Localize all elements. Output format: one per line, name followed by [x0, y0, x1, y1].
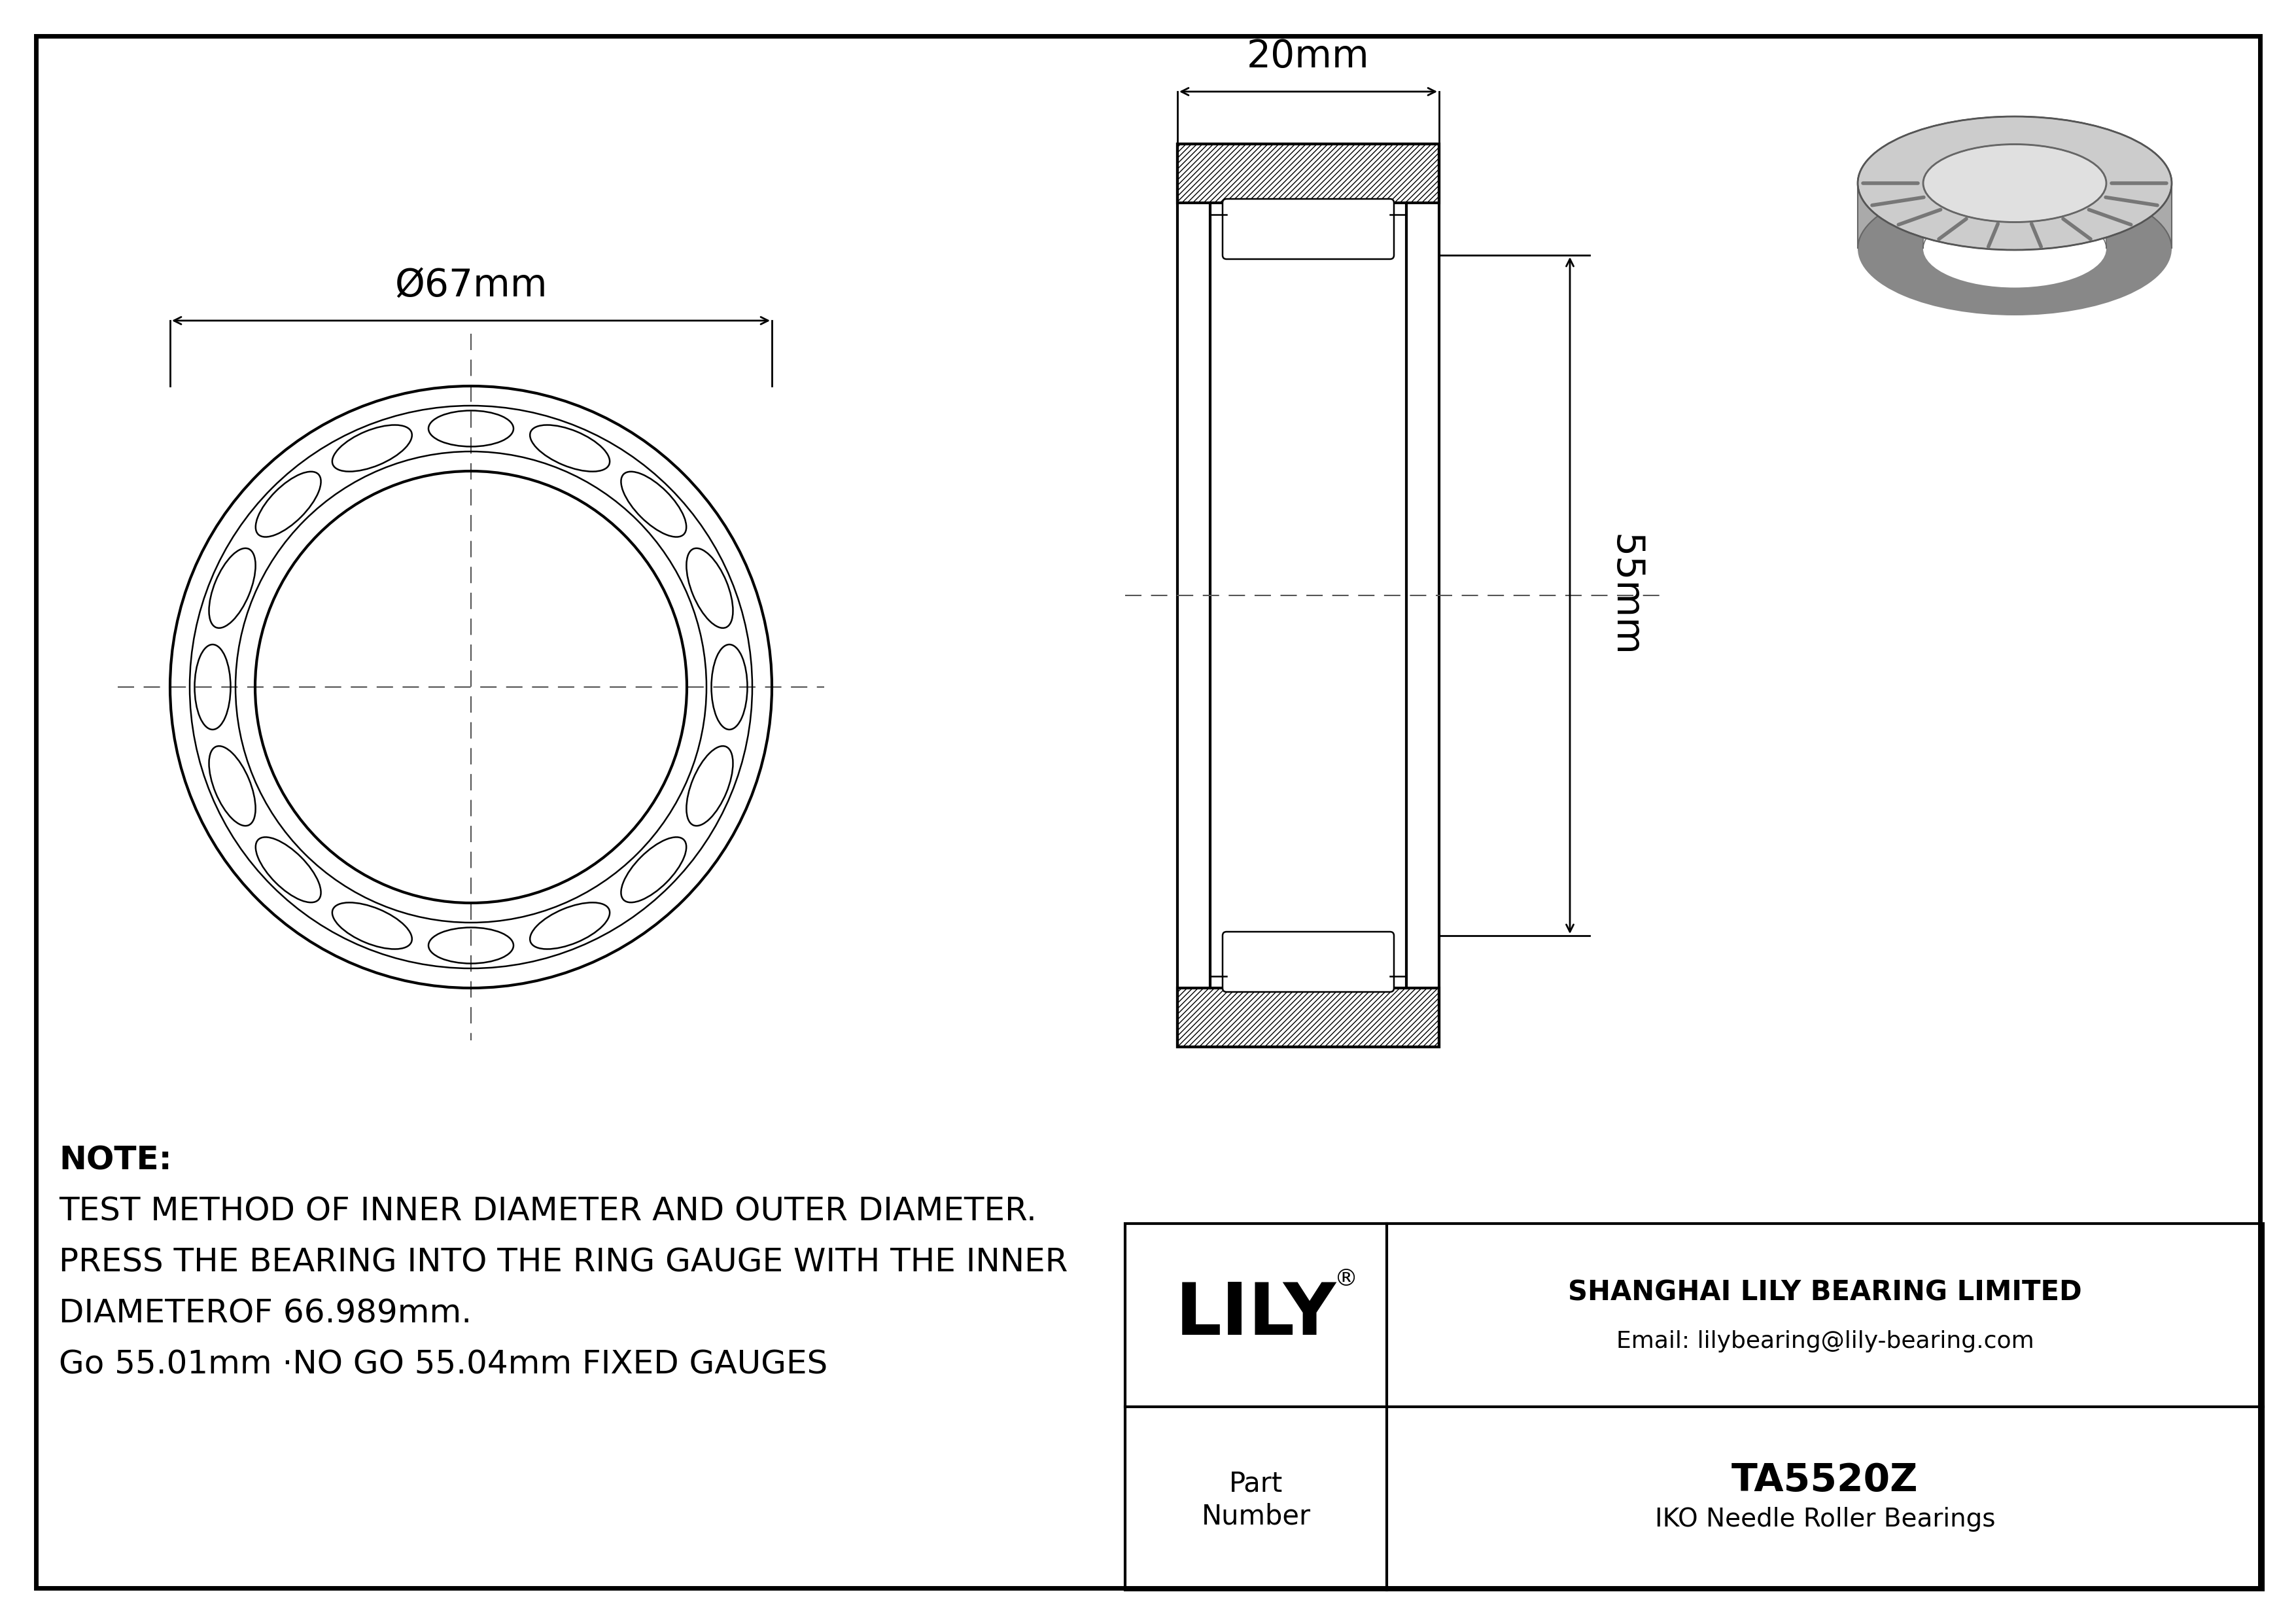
Bar — [1125, 1223, 2264, 1590]
Ellipse shape — [1857, 182, 2172, 315]
Text: DIAMETEROF 66.989mm.: DIAMETEROF 66.989mm. — [60, 1298, 471, 1330]
Polygon shape — [1924, 145, 2105, 248]
Text: Ø67mm: Ø67mm — [395, 266, 546, 304]
Text: 55mm: 55mm — [1605, 534, 1644, 658]
Text: TA5520Z: TA5520Z — [1731, 1462, 1919, 1499]
Text: TEST METHOD OF INNER DIAMETER AND OUTER DIAMETER.: TEST METHOD OF INNER DIAMETER AND OUTER … — [60, 1197, 1038, 1228]
Text: SHANGHAI LILY BEARING LIMITED: SHANGHAI LILY BEARING LIMITED — [1568, 1278, 2082, 1306]
Text: PRESS THE BEARING INTO THE RING GAUGE WITH THE INNER: PRESS THE BEARING INTO THE RING GAUGE WI… — [60, 1247, 1068, 1278]
Text: Number: Number — [1201, 1502, 1311, 1530]
FancyBboxPatch shape — [1221, 198, 1394, 260]
Ellipse shape — [1924, 209, 2105, 287]
Text: 20mm: 20mm — [1247, 37, 1371, 75]
Ellipse shape — [1924, 145, 2105, 222]
Bar — [1178, 987, 1440, 1047]
Text: Email: lilybearing@lily-bearing.com: Email: lilybearing@lily-bearing.com — [1616, 1330, 2034, 1353]
Bar — [1178, 145, 1440, 203]
Text: Go 55.01mm ·NO GO 55.04mm FIXED GAUGES: Go 55.01mm ·NO GO 55.04mm FIXED GAUGES — [60, 1350, 827, 1380]
Text: IKO Needle Roller Bearings: IKO Needle Roller Bearings — [1655, 1507, 1995, 1531]
Text: NOTE:: NOTE: — [60, 1145, 172, 1176]
Text: LILY: LILY — [1176, 1280, 1336, 1350]
Text: ®: ® — [1334, 1268, 1357, 1291]
Bar — [1178, 145, 1440, 1047]
Text: Part: Part — [1228, 1470, 1283, 1497]
Ellipse shape — [1857, 117, 2172, 250]
FancyBboxPatch shape — [1221, 932, 1394, 992]
Polygon shape — [1857, 117, 2172, 248]
